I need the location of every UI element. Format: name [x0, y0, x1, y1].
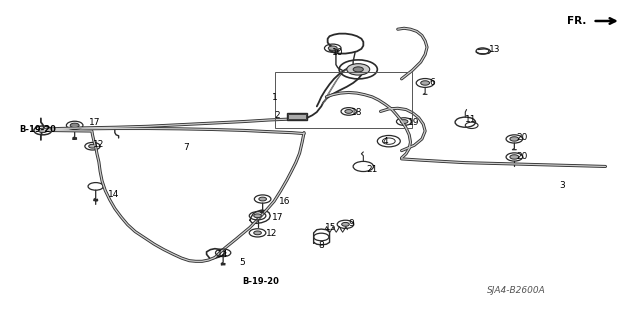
Circle shape: [253, 214, 261, 218]
Text: 3: 3: [559, 181, 564, 190]
Bar: [287, 113, 307, 120]
Bar: [275, 71, 412, 128]
Circle shape: [259, 197, 266, 201]
Circle shape: [353, 67, 364, 72]
Circle shape: [38, 128, 47, 133]
Circle shape: [420, 81, 429, 85]
Text: 4: 4: [383, 137, 388, 146]
Circle shape: [347, 64, 370, 75]
Text: 19: 19: [408, 118, 419, 127]
Text: 6: 6: [429, 78, 435, 86]
Text: 21: 21: [366, 165, 377, 174]
Text: 15: 15: [325, 223, 337, 232]
Circle shape: [328, 46, 337, 50]
Text: 18: 18: [351, 108, 362, 117]
Circle shape: [89, 144, 97, 148]
Text: 2: 2: [274, 111, 280, 120]
Text: 16: 16: [278, 197, 290, 206]
Text: 8: 8: [319, 241, 324, 250]
Text: 9: 9: [349, 219, 355, 228]
Text: 7: 7: [183, 143, 189, 152]
Text: 14: 14: [108, 190, 120, 199]
Text: 13: 13: [489, 45, 500, 54]
Text: 17: 17: [272, 212, 284, 222]
Text: 5: 5: [239, 258, 245, 267]
Text: FR.: FR.: [567, 16, 586, 26]
Circle shape: [510, 137, 519, 141]
Circle shape: [400, 120, 408, 123]
Text: 1: 1: [272, 93, 278, 102]
Circle shape: [253, 231, 261, 235]
Circle shape: [342, 222, 349, 226]
Text: B-19-20: B-19-20: [19, 125, 56, 134]
Circle shape: [510, 155, 519, 159]
Circle shape: [345, 109, 353, 113]
Bar: [288, 114, 306, 119]
Text: B-19-20: B-19-20: [243, 277, 279, 286]
Text: 12: 12: [266, 229, 277, 238]
Text: 17: 17: [90, 118, 101, 127]
Text: 12: 12: [93, 140, 104, 149]
Text: 11: 11: [465, 115, 477, 123]
Text: SJA4-B2600A: SJA4-B2600A: [487, 286, 546, 295]
Text: 10: 10: [332, 48, 343, 57]
Text: 20: 20: [516, 152, 527, 161]
Circle shape: [70, 123, 79, 128]
Text: 20: 20: [516, 133, 527, 143]
Text: 14: 14: [217, 250, 228, 259]
